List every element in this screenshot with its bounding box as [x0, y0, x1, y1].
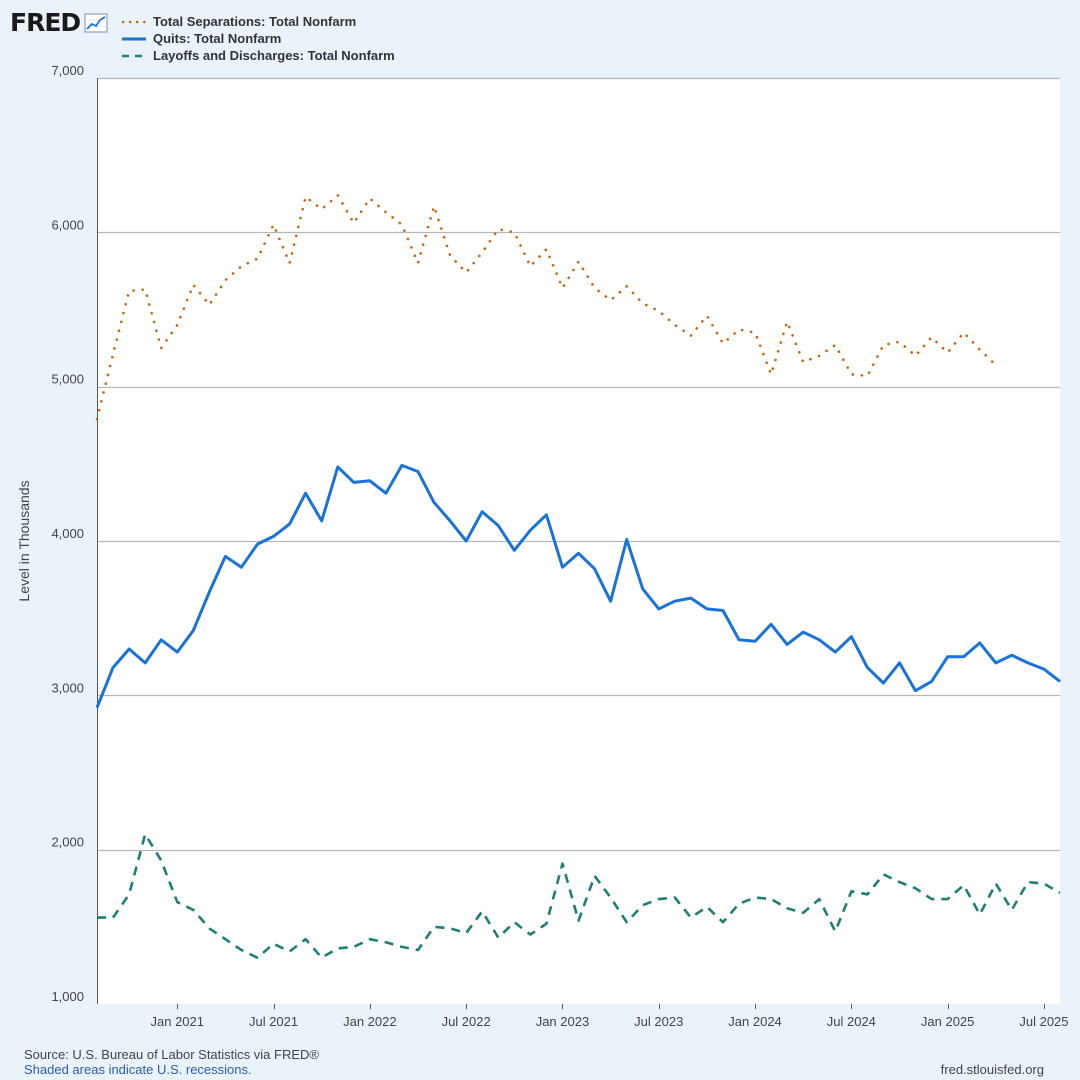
series-line-total-separations[interactable]	[95, 194, 998, 421]
fred-logo-text: FRED	[10, 8, 81, 37]
legend-swatch-solid	[122, 37, 146, 40]
x-tick-label: Jan 2025	[921, 1014, 975, 1029]
legend-item-quits[interactable]: Quits: Total Nonfarm	[122, 30, 395, 47]
x-tick-label: Jul 2023	[634, 1014, 683, 1029]
x-tick-label: Jul 2024	[827, 1014, 876, 1029]
y-tick-label: 3,000	[51, 680, 84, 695]
legend-item-total-separations[interactable]: Total Separations: Total Nonfarm	[122, 13, 395, 30]
legend-item-layoffs[interactable]: Layoffs and Discharges: Total Nonfarm	[122, 47, 395, 64]
x-tick-label: Jul 2022	[442, 1014, 491, 1029]
x-tick-label: Jan 2023	[536, 1014, 590, 1029]
x-tick-label: Jan 2022	[343, 1014, 397, 1029]
legend-label: Total Separations: Total Nonfarm	[153, 14, 357, 29]
recession-note-link[interactable]: Shaded areas indicate U.S. recessions.	[24, 1062, 252, 1077]
series-line-layoffs-discharges[interactable]	[97, 832, 1061, 960]
y-tick-label: 6,000	[51, 217, 84, 232]
y-tick-label: 2,000	[51, 835, 84, 850]
y-tick-label: 4,000	[51, 526, 84, 541]
y-axis-label: Level in Thousands	[16, 480, 32, 601]
fred-logo[interactable]: FRED	[10, 8, 108, 37]
grid-lines	[97, 77, 1060, 852]
y-tick-label: 1,000	[51, 989, 84, 1004]
series-line-quits[interactable]	[95, 463, 1061, 709]
chart-legend: Total Separations: Total Nonfarm Quits: …	[122, 13, 395, 64]
legend-label: Quits: Total Nonfarm	[153, 31, 282, 46]
x-axis-ticks: Jan 2021 Jul 2021 Jan 2022 Jul 2022 Jan 2023…	[151, 1004, 1069, 1029]
x-tick-label: Jan 2024	[728, 1014, 782, 1029]
x-tick-label: Jan 2021	[151, 1014, 205, 1029]
source-note: Source: U.S. Bureau of Labor Statistics …	[24, 1047, 319, 1062]
x-tick-label: Jul 2025	[1019, 1014, 1068, 1029]
legend-swatch-dashed	[122, 54, 146, 57]
chart-canvas: 1,000 2,000 3,000 4,000 5,000 6,000 7,000 Jan …	[16, 63, 1069, 1029]
line-chart-icon	[84, 13, 108, 32]
y-axis-ticks: 1,000 2,000 3,000 4,000 5,000 6,000 7,000	[51, 63, 84, 1004]
x-tick-label: Jul 2021	[249, 1014, 298, 1029]
y-tick-label: 7,000	[51, 63, 84, 78]
legend-label: Layoffs and Discharges: Total Nonfarm	[153, 48, 395, 63]
series-lines	[95, 194, 1061, 960]
y-tick-label: 5,000	[51, 372, 84, 387]
fred-url-link[interactable]: fred.stlouisfed.org	[940, 1062, 1044, 1077]
